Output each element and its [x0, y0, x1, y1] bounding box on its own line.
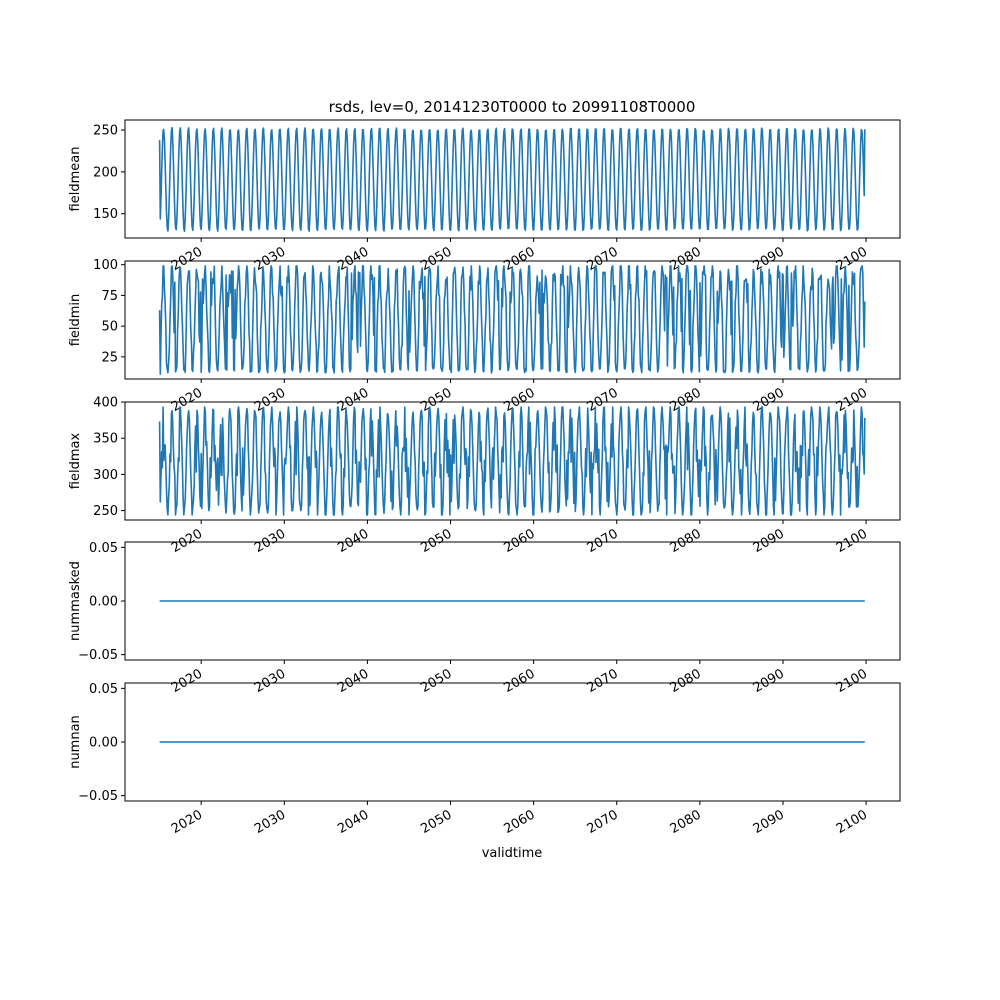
fieldmin-x-tick-label: 2050 [418, 385, 454, 415]
numnan-y-axis-label: numnan [68, 715, 83, 769]
nummasked-x-tick-label: 2040 [335, 666, 371, 696]
fieldmax-x-tick-label: 2090 [751, 526, 787, 556]
fieldmin-y-tick-label: 25 [101, 350, 118, 365]
fieldmean-y-tick-label: 250 [93, 124, 118, 139]
fieldmin-x-tick-label: 2080 [668, 385, 704, 415]
numnan-x-tick-label: 2100 [834, 807, 870, 837]
fieldmean-x-tick-label: 2070 [585, 244, 621, 274]
fieldmean-x-tick-label: 2060 [501, 244, 537, 274]
fieldmean-y-tick-label: 150 [93, 207, 118, 222]
nummasked-x-tick-label: 2060 [501, 666, 537, 696]
fieldmin-x-tick-label: 2070 [585, 385, 621, 415]
nummasked-y-tick-label: −0.05 [78, 648, 118, 663]
fieldmean-y-tick-label: 200 [93, 165, 118, 180]
fieldmin-y-tick-label: 100 [93, 258, 118, 273]
fieldmax-y-tick-label: 400 [93, 396, 118, 411]
fieldmax-y-tick-label: 350 [93, 432, 118, 447]
numnan-x-tick-label: 2020 [169, 807, 205, 837]
nummasked-x-tick-label: 2090 [751, 666, 787, 696]
fieldmax-x-tick-label: 2100 [834, 526, 870, 556]
fieldmean-series-line [158, 126, 866, 233]
fieldmax-y-axis-label: fieldmax [68, 433, 83, 490]
fieldmin-x-tick-label: 2060 [501, 385, 537, 415]
fieldmin-y-axis-label: fieldmin [68, 294, 83, 347]
fieldmin-x-tick-label: 2100 [834, 385, 870, 415]
numnan-x-tick-label: 2040 [335, 807, 371, 837]
fieldmin-y-tick-label: 75 [101, 289, 118, 304]
fieldmean-x-tick-label: 2050 [418, 244, 454, 274]
numnan-y-tick-label: 0.00 [89, 736, 118, 751]
fieldmax-axes-frame [124, 401, 901, 521]
subplot-fieldmax: 250 300 350 400 2020 2030 2040 2050 2060 2070 2080… [68, 396, 901, 556]
numnan-x-tick-label: 2030 [252, 807, 288, 837]
nummasked-y-tick-label: 0.00 [89, 595, 118, 610]
numnan-x-tick-label: 2060 [501, 807, 537, 837]
fieldmin-x-tick-label: 2020 [169, 385, 205, 415]
fieldmean-y-axis-label: fieldmean [68, 147, 83, 212]
nummasked-x-tick-label: 2020 [169, 666, 205, 696]
fieldmax-y-tick-label: 250 [93, 504, 118, 519]
fieldmax-x-tick-label: 2020 [169, 526, 205, 556]
chart-title: rsds, lev=0, 20141230T0000 to 20991108T0… [329, 98, 696, 116]
fieldmax-x-tick-label: 2080 [668, 526, 704, 556]
x-axis-label: validtime [482, 846, 543, 861]
fieldmin-x-tick-label: 2030 [252, 385, 288, 415]
nummasked-x-tick-label: 2050 [418, 666, 454, 696]
numnan-x-tick-label: 2090 [751, 807, 787, 837]
fieldmean-axes-frame [124, 119, 901, 239]
numnan-x-tick-label: 2080 [668, 807, 704, 837]
nummasked-x-tick-label: 2070 [585, 666, 621, 696]
fieldmean-x-tick-label: 2020 [169, 244, 205, 274]
fieldmax-x-tick-label: 2060 [501, 526, 537, 556]
fieldmin-y-tick-label: 50 [101, 320, 118, 335]
fieldmean-x-tick-label: 2100 [834, 244, 870, 274]
subplots: 150 200 250 2020 2030 2040 2050 2060 2070 2080 209… [68, 119, 901, 837]
fieldmean-x-tick-label: 2040 [335, 244, 371, 274]
nummasked-x-tick-label: 2100 [834, 666, 870, 696]
numnan-x-tick-label: 2050 [418, 807, 454, 837]
fieldmax-x-tick-label: 2070 [585, 526, 621, 556]
fieldmin-x-tick-label: 2090 [751, 385, 787, 415]
subplot-numnan: −0.05 0.00 0.05 2020 2030 2040 2050 2060 2070 208… [68, 682, 901, 837]
fieldmax-x-tick-label: 2030 [252, 526, 288, 556]
numnan-y-tick-label: 0.05 [89, 682, 118, 697]
fieldmax-series-line [158, 406, 866, 516]
numnan-x-tick-label: 2070 [585, 807, 621, 837]
nummasked-x-tick-label: 2080 [668, 666, 704, 696]
fieldmax-x-tick-label: 2050 [418, 526, 454, 556]
nummasked-y-axis-label: nummasked [68, 561, 83, 641]
fieldmax-x-tick-label: 2040 [335, 526, 371, 556]
subplot-nummasked: −0.05 0.00 0.05 2020 2030 2040 2050 2060 2070 208… [68, 541, 901, 696]
numnan-y-tick-label: −0.05 [78, 789, 118, 804]
fieldmin-axes-frame [124, 260, 901, 380]
fieldmin-series-line [158, 265, 866, 375]
fieldmax-y-tick-label: 300 [93, 468, 118, 483]
nummasked-x-tick-label: 2030 [252, 666, 288, 696]
nummasked-y-tick-label: 0.05 [89, 541, 118, 556]
